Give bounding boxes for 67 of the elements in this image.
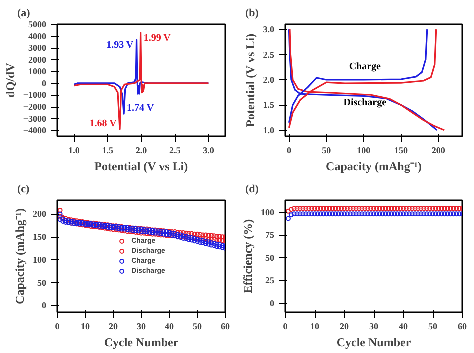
y-axis-title: dQ/dV	[3, 62, 18, 98]
x-tick-label: 1.0	[68, 146, 80, 156]
y-tick-label: 1.0	[263, 125, 275, 136]
y-tick-label: −1000	[23, 90, 47, 100]
annotation: 1.99 V	[144, 32, 172, 44]
chart-title: (b)	[246, 8, 260, 20]
y-tick-label: 150	[33, 232, 47, 242]
y-tick-label: 50	[266, 252, 275, 263]
x-tick-label: 0	[286, 146, 292, 156]
x-axis-title: Cycle Number	[336, 336, 412, 350]
x-tick-label: 150	[394, 146, 409, 156]
y-axis-title: Efficiency (%)	[241, 219, 255, 294]
y-axis-title: Capacity (mAhg⁻¹)	[13, 208, 27, 304]
y-tick-label: 3.0	[263, 24, 275, 35]
annotation: Charge	[349, 62, 382, 73]
x-tick-label: 1.5	[102, 146, 114, 156]
x-tick-label: 30	[370, 322, 379, 332]
x-tick-label: 3.0	[203, 146, 215, 156]
annotation: 1.74 V	[127, 103, 155, 114]
x-tick-label: 2.5	[169, 146, 182, 156]
y-tick-label: −2000	[23, 102, 47, 112]
x-tick-label: 2.0	[136, 146, 148, 156]
x-tick-label: 60	[221, 322, 230, 332]
y-tick-label: 4000	[28, 31, 47, 42]
y-tick-label: 100	[33, 254, 47, 265]
x-tick-label: 100	[357, 146, 372, 156]
y-tick-label: 200	[33, 209, 47, 220]
y-axis-title: Potential (V vs Li)	[243, 34, 258, 128]
x-tick-label: 60	[458, 322, 468, 332]
x-tick-label: 20	[340, 322, 350, 332]
annotation: 1.93 V	[106, 40, 134, 51]
annotation: Discharge	[344, 97, 388, 108]
y-tick-label: 1000	[28, 66, 47, 77]
y-tick-label: 0	[270, 298, 275, 308]
y-tick-label: 5000	[28, 20, 47, 30]
x-tick-label: 10	[310, 322, 320, 332]
x-tick-label: 30	[137, 322, 146, 332]
y-tick-label: −4000	[23, 126, 47, 136]
x-axis-title: Capacity (mAhg⁻¹)	[326, 160, 422, 174]
x-tick-label: 10	[81, 322, 90, 332]
x-axis-title: Cycle Number	[104, 336, 180, 350]
x-tick-label: 0	[55, 322, 60, 332]
y-tick-label: 0	[42, 78, 47, 88]
x-tick-label: 50	[428, 322, 438, 332]
chart-title: (c)	[18, 184, 30, 196]
x-tick-label: 40	[399, 322, 408, 332]
y-tick-label: 3000	[28, 43, 47, 54]
x-axis-title: Potential (V vs Li)	[94, 160, 188, 174]
annotation: 1.68 V	[90, 118, 118, 130]
x-tick-label: 50	[193, 322, 202, 332]
y-tick-label: 2000	[28, 54, 47, 65]
x-tick-label: 20	[109, 322, 118, 332]
y-tick-label: 2.5	[263, 50, 275, 60]
x-tick-label: 40	[165, 322, 174, 332]
x-tick-label: 200	[432, 146, 446, 156]
y-tick-label: 50	[38, 278, 47, 288]
y-tick-label: 2.0	[263, 74, 275, 85]
x-tick-label: 0	[283, 322, 288, 332]
y-tick-label: 25	[266, 276, 275, 286]
y-tick-label: 75	[266, 230, 275, 240]
chart-title: (a)	[18, 8, 31, 20]
y-tick-label: −3000	[23, 114, 47, 124]
y-tick-label: 0	[42, 300, 47, 311]
y-tick-label: 1.5	[263, 100, 275, 110]
y-tick-label: 100	[261, 207, 275, 218]
chart-title: (d)	[246, 184, 260, 196]
x-tick-label: 50	[322, 146, 332, 156]
